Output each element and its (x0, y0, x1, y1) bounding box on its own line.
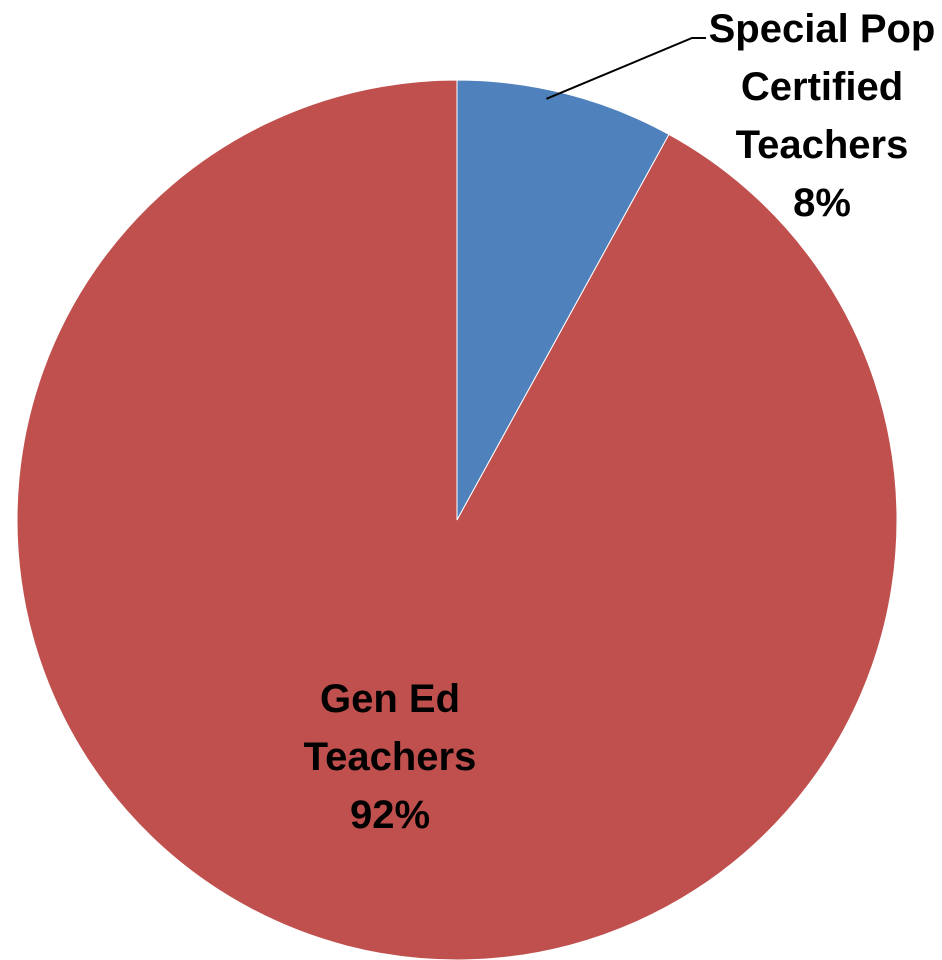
pie-slice-1 (456, 79, 670, 521)
slice-name-line: Teachers (304, 735, 477, 779)
slice-name-line: Special Pop (709, 7, 936, 51)
slice-label-2: Gen Ed Teachers 92% (304, 677, 477, 837)
slice-name-line: Certified (741, 65, 903, 109)
slice-name-line: Teachers (736, 123, 909, 167)
slice-percent-label: 8% (793, 181, 851, 225)
pie-slice-2 (16, 79, 898, 960)
slice-percent-label: 92% (350, 793, 430, 837)
slice-label-1: Special Pop Certified Teachers 8% (709, 7, 936, 225)
pie-slices (16, 79, 898, 960)
pie-labels: Special Pop Certified Teachers 8% Gen Ed Teac… (304, 7, 936, 837)
leader-line (546, 37, 706, 100)
slice-name-line: Gen Ed (320, 677, 460, 721)
